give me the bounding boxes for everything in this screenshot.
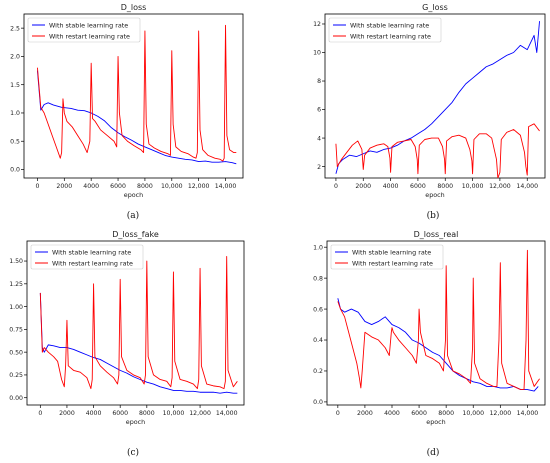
x-tick-label: 12,000 xyxy=(189,410,211,417)
x-tick-label: 2000 xyxy=(355,183,371,190)
y-tick-label: 0.4 xyxy=(313,337,323,344)
chart-title: D_loss xyxy=(121,3,147,12)
x-tick-label: 0 xyxy=(334,183,338,190)
x-tick-label: 8000 xyxy=(437,183,453,190)
legend-box xyxy=(328,17,442,43)
series-line-restart xyxy=(335,123,540,178)
y-tick-label: 0.0 xyxy=(313,399,323,406)
y-tick-label: 1.50 xyxy=(9,258,23,265)
x-tick-label: 14,000 xyxy=(216,410,238,417)
x-tick-label: 14,000 xyxy=(516,183,538,190)
x-tick-label: 8000 xyxy=(139,410,155,417)
y-tick-label: 1.0 xyxy=(313,244,323,251)
x-tick-label: 14,000 xyxy=(215,183,237,190)
y-tick-label: 0.50 xyxy=(9,349,23,356)
series-line-stable xyxy=(36,70,237,165)
y-tick-label: 2 xyxy=(317,164,321,171)
panel-caption: (d) xyxy=(427,447,440,458)
chart-panel-3: D_loss_fake 0 2000 4000 6000 8000 10,000 12,000… xyxy=(9,230,245,458)
x-tick-label: 4000 xyxy=(83,183,99,190)
y-tick-label: 0.75 xyxy=(9,327,23,334)
plot-frame xyxy=(23,13,244,179)
x-tick-label: 14,000 xyxy=(517,410,539,417)
legend-entry: With restart learning rate xyxy=(49,32,130,40)
x-tick-label: 12,000 xyxy=(489,410,511,417)
x-tick-label: 2000 xyxy=(357,410,373,417)
y-tick-label: 0.00 xyxy=(9,395,23,402)
plot-frame xyxy=(326,240,546,406)
y-tick-label: 0.8 xyxy=(313,275,323,282)
x-axis-label: epoch xyxy=(426,418,445,426)
x-tick-label: 0 xyxy=(38,410,42,417)
x-tick-label: 10,000 xyxy=(163,410,185,417)
series-line-stable xyxy=(335,21,540,174)
series-line-restart xyxy=(39,256,238,390)
x-tick-label: 8000 xyxy=(438,410,454,417)
legend-box xyxy=(330,244,444,270)
x-tick-label: 6000 xyxy=(410,183,426,190)
y-tick-label: 4 xyxy=(317,135,321,142)
y-tick-label: 10 xyxy=(313,50,321,57)
x-tick-label: 2000 xyxy=(56,183,72,190)
x-tick-label: 2000 xyxy=(59,410,75,417)
y-tick-label: 8 xyxy=(317,78,321,85)
legend-entry: With stable learning rate xyxy=(352,248,431,256)
chart-title: D_loss_real xyxy=(414,230,459,239)
chart-panel-4: D_loss_real 0 2000 4000 6000 8000 10,000 12,000… xyxy=(313,230,546,458)
x-tick-label: 6000 xyxy=(110,183,126,190)
chart-title: G_loss xyxy=(422,3,448,12)
x-tick-label: 10,000 xyxy=(161,183,183,190)
x-tick-label: 6000 xyxy=(112,410,128,417)
legend-entry: With stable learning rate xyxy=(49,21,128,29)
chart-panel-2: G_loss 0 2000 4000 6000 8000 10,000 12,000 14,00… xyxy=(313,3,546,221)
y-tick-label: 2.5 xyxy=(10,25,20,32)
x-tick-label: 10,000 xyxy=(462,410,484,417)
y-tick-label: 0.5 xyxy=(10,138,20,145)
panel-caption: (c) xyxy=(127,447,139,458)
y-tick-label: 1.0 xyxy=(10,110,20,117)
x-tick-label: 12,000 xyxy=(489,183,511,190)
legend-entry: With restart learning rate xyxy=(52,259,133,267)
y-tick-label: 0.6 xyxy=(313,306,323,313)
chart-title: D_loss_fake xyxy=(112,230,159,239)
legend-entry: With restart learning rate xyxy=(350,32,431,40)
legend-box xyxy=(27,17,141,43)
y-tick-label: 2.0 xyxy=(10,54,20,61)
y-tick-label: 0.0 xyxy=(10,167,20,174)
plot-frame xyxy=(26,240,245,406)
panel-caption: (a) xyxy=(127,210,139,221)
legend-box xyxy=(30,244,144,270)
y-tick-label: 1.00 xyxy=(9,304,23,311)
series-line-restart xyxy=(36,24,237,162)
y-tick-label: 0.25 xyxy=(9,372,23,379)
y-tick-label: 12 xyxy=(313,21,321,28)
x-tick-label: 8000 xyxy=(137,183,153,190)
x-tick-label: 12,000 xyxy=(188,183,210,190)
x-tick-label: 4000 xyxy=(384,410,400,417)
x-tick-label: 10,000 xyxy=(462,183,484,190)
legend-entry: With stable learning rate xyxy=(52,248,131,256)
panel-caption: (b) xyxy=(427,210,440,221)
x-tick-label: 4000 xyxy=(383,183,399,190)
legend-entry: With stable learning rate xyxy=(350,21,429,29)
chart-panel-1: D_loss 0 2000 4000 6000 8000 10,000 12,000 14,00… xyxy=(10,3,244,221)
x-tick-label: 0 xyxy=(336,410,340,417)
plot-frame xyxy=(324,13,546,179)
x-axis-label: epoch xyxy=(126,418,145,426)
y-tick-label: 1.5 xyxy=(10,82,20,89)
x-tick-label: 0 xyxy=(35,183,39,190)
x-tick-label: 6000 xyxy=(411,410,427,417)
x-axis-label: epoch xyxy=(425,191,444,199)
series-line-restart xyxy=(337,249,540,390)
series-line-stable xyxy=(337,298,539,392)
x-tick-label: 4000 xyxy=(86,410,102,417)
y-tick-label: 6 xyxy=(317,107,321,114)
y-tick-label: 0.2 xyxy=(313,368,323,375)
x-axis-label: epoch xyxy=(124,191,143,199)
series-line-stable xyxy=(39,292,238,394)
y-tick-label: 1.25 xyxy=(9,281,23,288)
legend-entry: With restart learning rate xyxy=(352,259,433,267)
